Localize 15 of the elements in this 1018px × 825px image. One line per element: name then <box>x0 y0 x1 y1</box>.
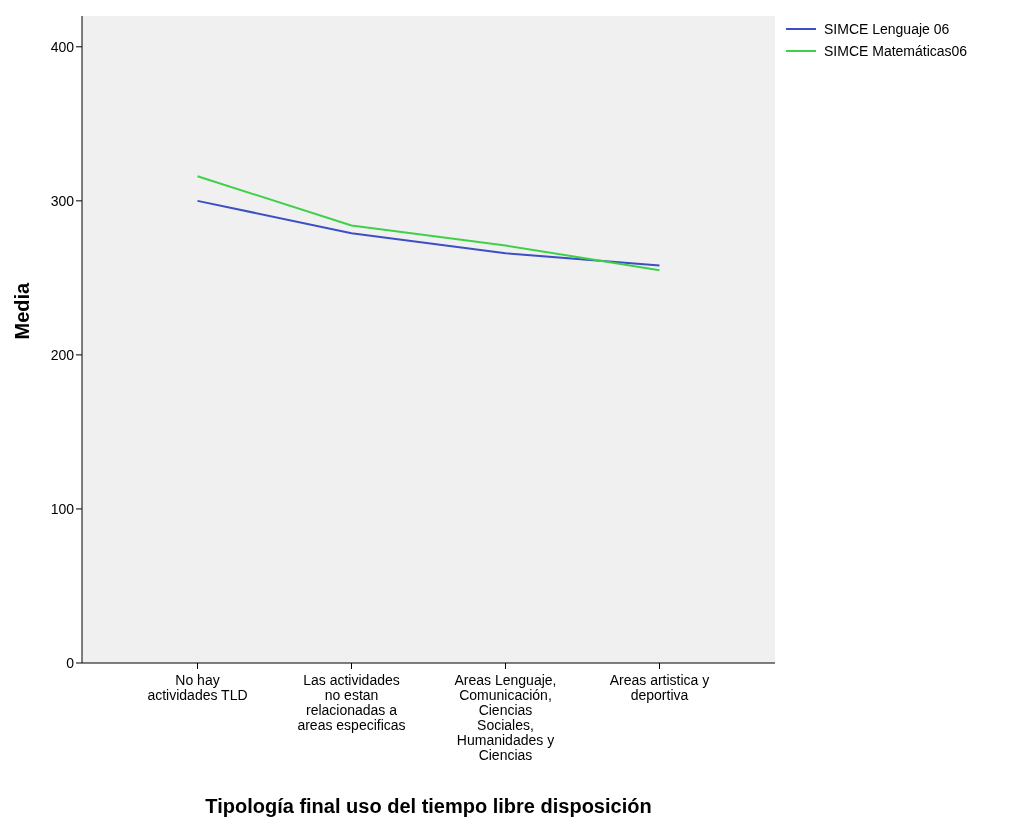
y-axis-title: Media <box>11 281 34 340</box>
line-series <box>196 175 661 272</box>
y-tick-label: 100 <box>50 500 75 517</box>
legend-label: SIMCE Lenguaje 06 <box>824 20 950 39</box>
x-tick-label: Las actividades no estan relacionadas a areas especificas <box>297 672 406 733</box>
line-series <box>196 199 661 267</box>
y-tick-label: 0 <box>66 654 75 671</box>
y-tick-label: 300 <box>50 192 75 209</box>
y-tick-label: 400 <box>50 38 75 55</box>
x-axis-title: Tipología final uso del tiempo libre disposición <box>205 795 652 817</box>
y-tick-label: 200 <box>50 346 75 363</box>
legend-label: SIMCE Matemáticas06 <box>824 42 968 61</box>
x-tick-label: Areas Lenguaje, Comunicación, Ciencias Sociales, Humanidades y Ciencias <box>454 672 557 763</box>
x-tick-label: Areas artistica y deportiva <box>609 672 710 703</box>
x-tick-label: No hay actividades TLD <box>147 672 248 703</box>
